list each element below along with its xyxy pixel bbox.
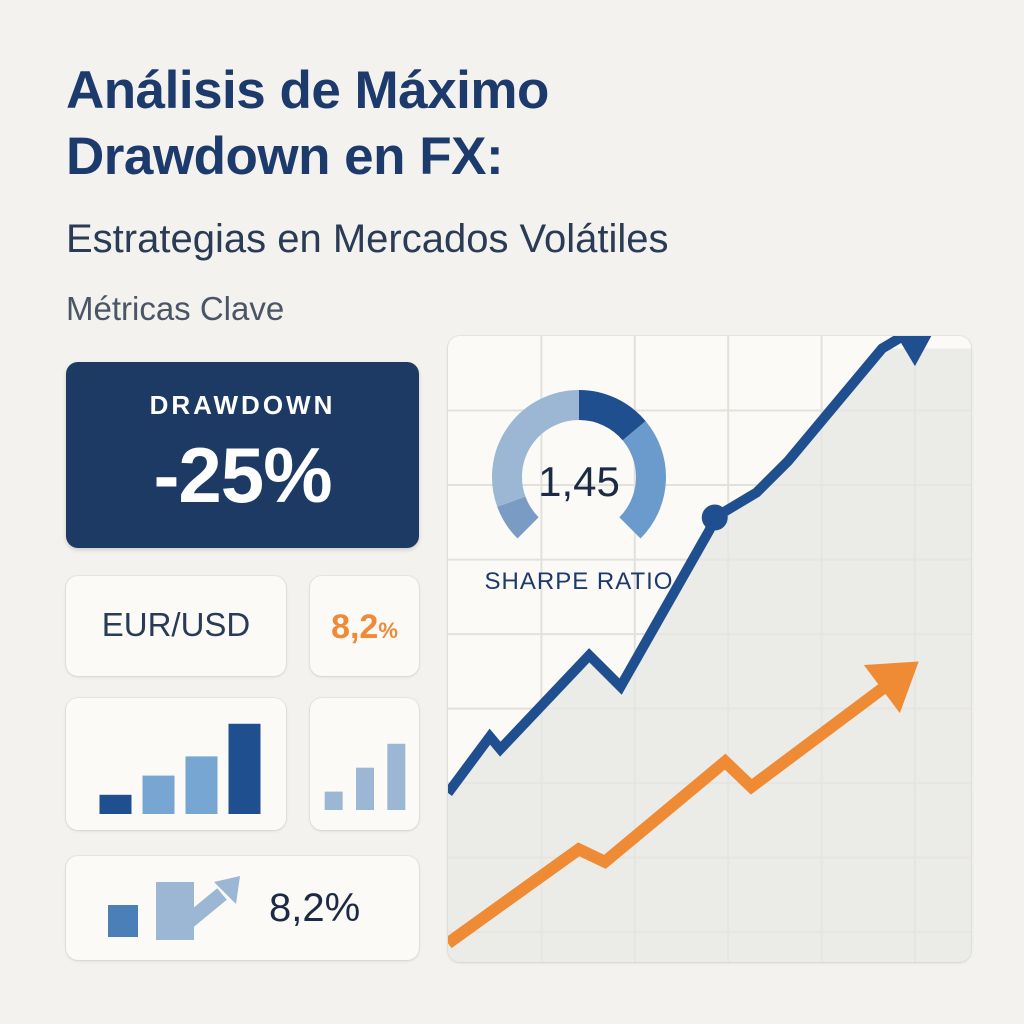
pair-change-number: 8,2 bbox=[331, 608, 379, 646]
section-label-metrics: Métricas Clave bbox=[66, 290, 285, 327]
pair-change-card: 8,2% bbox=[310, 576, 419, 676]
bar-chart-2-bar-3 bbox=[387, 743, 406, 810]
series-2-arrowhead bbox=[863, 661, 919, 714]
bar-chart-card-1 bbox=[66, 698, 286, 830]
pair-card: EUR/USD bbox=[66, 576, 286, 676]
title-line-2: Drawdown en FX: bbox=[66, 127, 504, 186]
bar-chart-1-bar-1 bbox=[99, 794, 132, 814]
line-chart-card bbox=[448, 336, 971, 962]
drawdown-label: DRAWDOWN bbox=[149, 390, 336, 420]
sharpe-value: 1,45 bbox=[538, 458, 620, 505]
trend-metric-card: 8,2% bbox=[66, 856, 419, 960]
page-title: Análisis de Máximo Drawdown en FX: bbox=[66, 58, 549, 190]
drawdown-card: DRAWDOWN -25% bbox=[66, 362, 419, 548]
bar-chart-1 bbox=[99, 723, 261, 814]
bar-chart-card-2 bbox=[310, 698, 419, 830]
line-chart bbox=[448, 336, 971, 962]
bar-chart-2-bar-2 bbox=[356, 767, 374, 810]
area-fill bbox=[448, 348, 971, 962]
pair-change-value: 8,2% bbox=[310, 608, 419, 647]
trend-up-icon bbox=[108, 876, 240, 940]
drawdown-value: -25% bbox=[153, 431, 332, 519]
trend-metric-value: 8,2% bbox=[269, 886, 361, 930]
series-1-marker bbox=[701, 504, 728, 531]
bar-chart-1-bar-2 bbox=[142, 775, 175, 814]
pair-label: EUR/USD bbox=[101, 606, 251, 643]
bar-chart-2 bbox=[324, 743, 406, 810]
bar-chart-1-bar-3 bbox=[185, 756, 218, 814]
pair-change-unit: % bbox=[378, 618, 398, 643]
page-subtitle: Estrategias en Mercados Volátiles bbox=[66, 217, 669, 261]
series-1-arrowhead bbox=[896, 336, 932, 367]
series-1-line bbox=[448, 336, 907, 796]
sharpe-label: SHARPE RATIO bbox=[484, 568, 674, 595]
bar-chart-2-bar-1 bbox=[324, 791, 343, 810]
series-2-line bbox=[448, 680, 891, 949]
bar-chart-1-bar-4 bbox=[228, 723, 261, 814]
title-line-1: Análisis de Máximo bbox=[66, 61, 549, 120]
